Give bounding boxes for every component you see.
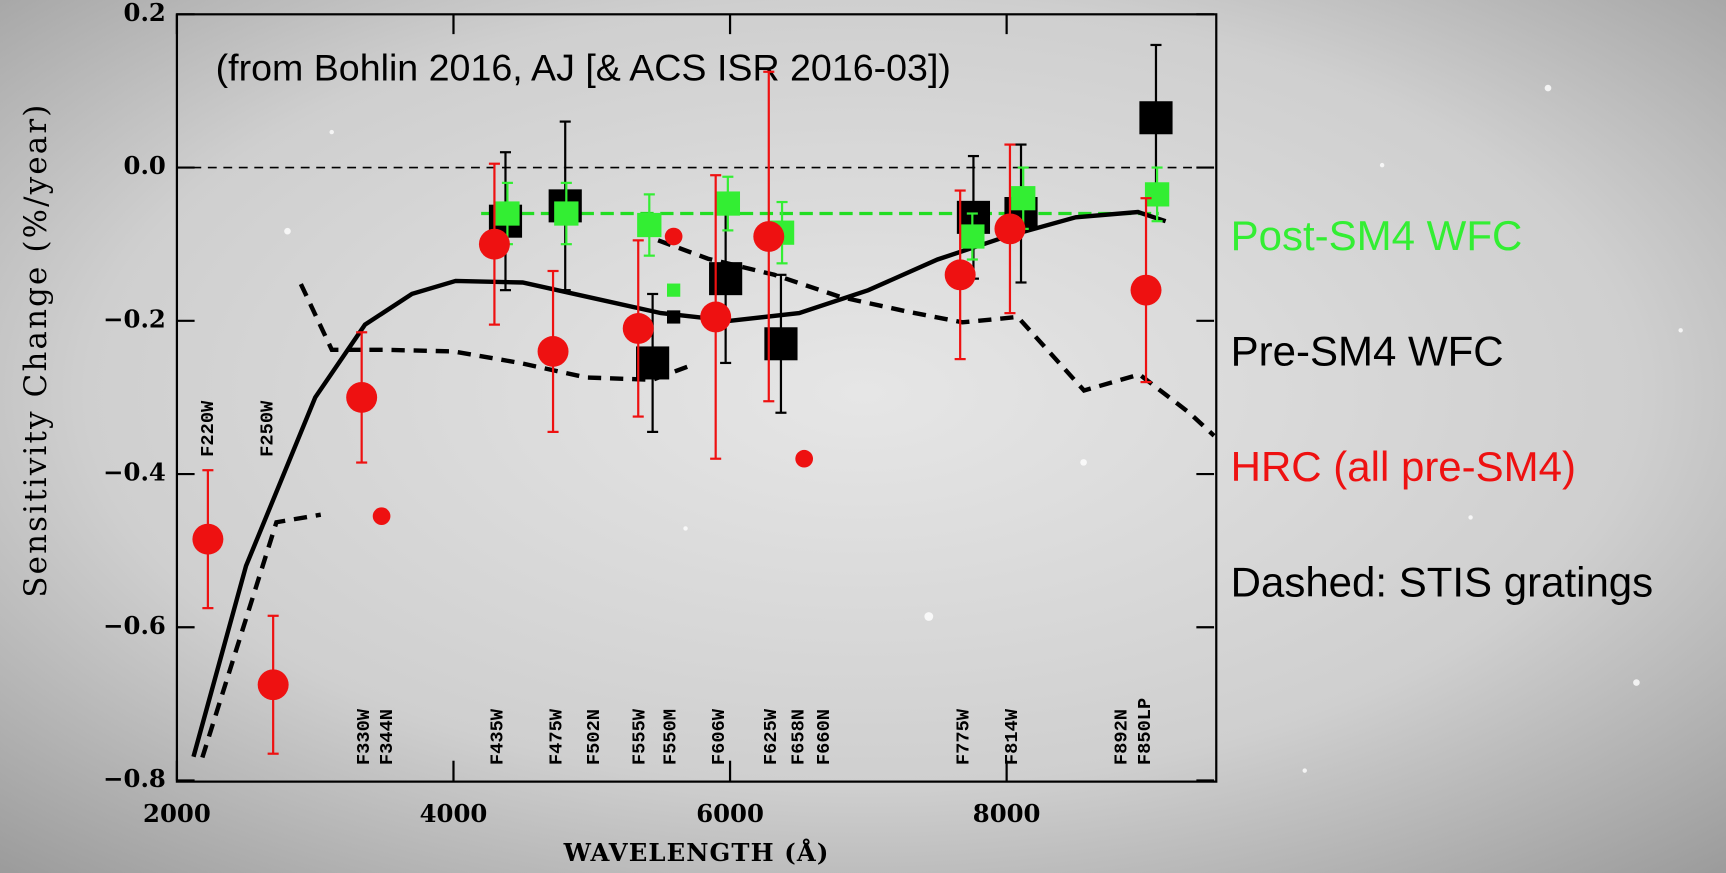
circle-marker (346, 382, 377, 413)
square-marker (636, 346, 669, 379)
legend-entry: Dashed: STIS gratings (1231, 559, 1654, 606)
filter-label: F502N (583, 709, 605, 765)
filter-label: F344N (376, 709, 398, 765)
square-marker (554, 201, 578, 225)
circle-marker (192, 524, 223, 555)
square-marker (495, 201, 519, 225)
y-tick-label: −0.6 (103, 611, 166, 640)
circle-marker (795, 450, 813, 468)
filter-label: F660N (813, 709, 835, 765)
filter-label: F658N (788, 709, 810, 765)
y-tick-label: −0.8 (103, 764, 166, 793)
square-marker (667, 284, 680, 297)
filter-label: F330W (353, 708, 375, 765)
square-marker (1011, 186, 1035, 210)
y-tick-label: −0.2 (103, 304, 166, 333)
legend-entry: HRC (all pre-SM4) (1231, 443, 1576, 490)
circle-marker (945, 259, 976, 290)
square-marker (709, 262, 742, 295)
circle-marker (538, 336, 569, 367)
page: (from Bohlin 2016, AJ [& ACS ISR 2016-03… (0, 0, 1726, 873)
x-tick-label: 8000 (973, 799, 1041, 828)
filter-label: F555W (628, 708, 650, 765)
filter-label: F435W (487, 708, 509, 765)
circle-marker (258, 669, 289, 700)
circle-marker (479, 229, 510, 260)
filter-label: F550M (659, 709, 681, 765)
filter-label: F475W (545, 708, 567, 765)
square-marker (637, 213, 661, 237)
annotation: (from Bohlin 2016, AJ [& ACS ISR 2016-03… (216, 46, 951, 88)
square-marker (1145, 182, 1169, 206)
y-tick-label: 0.0 (124, 151, 166, 180)
y-tick-label: 0.2 (124, 0, 166, 27)
y-axis-label: Sensitivity Change (%/year) (18, 103, 54, 598)
chart: (from Bohlin 2016, AJ [& ACS ISR 2016-03… (0, 0, 1726, 873)
filter-label: F892N (1111, 709, 1133, 765)
x-tick-label: 2000 (143, 799, 211, 828)
filter-label: F220W (197, 400, 219, 457)
square-marker (716, 191, 740, 215)
filter-label: F814W (1001, 708, 1023, 765)
square-marker (1139, 101, 1172, 134)
filter-label: F625W (760, 708, 782, 765)
circle-marker (753, 221, 784, 252)
legend-entry: Post-SM4 WFC (1231, 212, 1523, 259)
circle-marker (1131, 275, 1162, 306)
x-axis-label: WAVELENGTH (Å) (563, 838, 830, 867)
circle-marker (665, 228, 683, 246)
square-marker (960, 224, 984, 248)
filter-label: F775W (952, 708, 974, 765)
circle-marker (994, 213, 1025, 244)
filter-label: F250W (257, 400, 279, 457)
circle-marker (373, 507, 391, 525)
square-marker (667, 310, 680, 323)
filter-label: F606W (708, 708, 730, 765)
filter-label: F850LP (1134, 698, 1156, 765)
circle-marker (623, 313, 654, 344)
x-tick-label: 6000 (696, 799, 764, 828)
legend-entry: Pre-SM4 WFC (1231, 328, 1504, 375)
circle-marker (700, 302, 731, 333)
x-tick-label: 4000 (420, 799, 488, 828)
y-tick-label: −0.4 (103, 458, 166, 487)
